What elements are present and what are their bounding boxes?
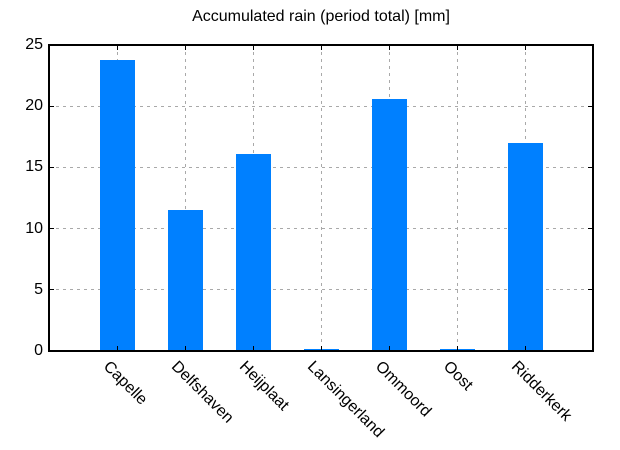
x-tick-label: Capelle xyxy=(99,358,151,409)
bar-heijplaat xyxy=(235,154,271,351)
x-tick-mark xyxy=(320,346,322,351)
x-tick-mark xyxy=(116,346,118,351)
x-tick-mark xyxy=(252,346,254,351)
bar-ridderkerk xyxy=(507,143,543,351)
bar-capelle xyxy=(99,60,135,351)
plot-area xyxy=(48,44,594,352)
axis-left xyxy=(48,44,50,352)
bar-delfshaven xyxy=(167,210,203,351)
y-tick-mark xyxy=(49,105,54,107)
v-gridline xyxy=(456,45,458,351)
y-tick-label: 20 xyxy=(25,97,43,115)
chart-title: Accumulated rain (period total) [mm] xyxy=(192,8,450,25)
y-tick-mark xyxy=(49,289,54,291)
x-tick-label: Delfshaven xyxy=(167,358,237,427)
x-tick-mark xyxy=(456,45,458,50)
x-tick-label: Ridderkerk xyxy=(507,358,575,425)
x-tick-mark xyxy=(524,45,526,50)
x-tick-mark xyxy=(184,45,186,50)
y-tick-label: 25 xyxy=(25,36,43,53)
y-tick-mark xyxy=(588,228,593,230)
x-tick-mark xyxy=(524,346,526,351)
x-tick-mark xyxy=(456,346,458,351)
x-tick-mark xyxy=(116,45,118,50)
y-tick-label: 0 xyxy=(34,342,43,359)
axis-bottom xyxy=(48,350,594,352)
x-tick-mark xyxy=(252,45,254,50)
y-tick-mark xyxy=(49,228,54,230)
y-tick-label: 10 xyxy=(25,219,43,237)
x-tick-mark xyxy=(184,346,186,351)
y-tick-label: 15 xyxy=(25,158,43,176)
y-tick-mark xyxy=(49,166,54,168)
v-gridline xyxy=(320,45,322,351)
y-tick-mark xyxy=(588,105,593,107)
x-tick-label: Ommoord xyxy=(371,358,435,421)
v-gridline xyxy=(184,45,186,351)
x-tick-label: Oost xyxy=(439,358,476,394)
x-tick-mark xyxy=(388,346,390,351)
x-tick-mark xyxy=(388,45,390,50)
y-tick-label: 5 xyxy=(34,280,43,298)
bar-ommoord xyxy=(371,99,407,351)
x-tick-label: Heijplaat xyxy=(235,358,293,415)
y-tick-mark xyxy=(588,166,593,168)
axis-right xyxy=(592,44,594,352)
y-tick-mark xyxy=(588,289,593,291)
x-tick-mark xyxy=(320,45,322,50)
